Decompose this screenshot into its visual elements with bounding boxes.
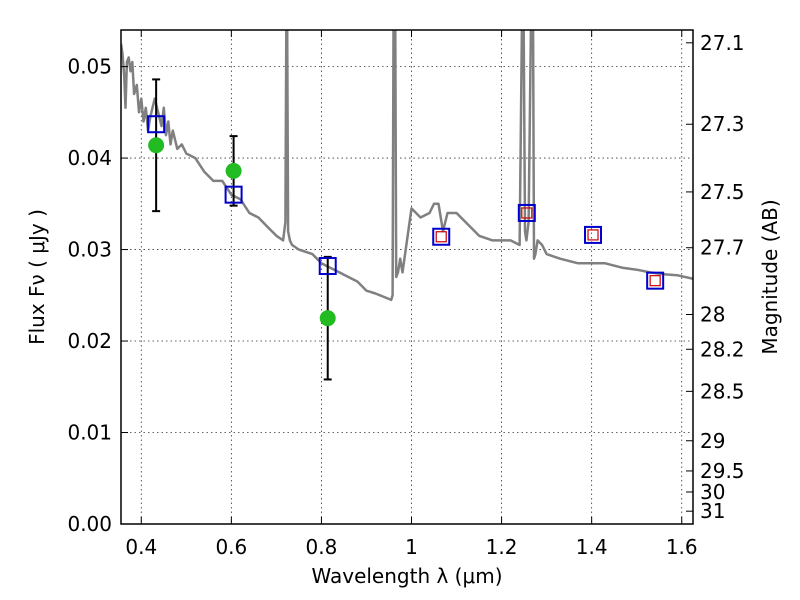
predicted-band-square [435, 231, 447, 243]
x-tick-label: 0.4 [125, 535, 157, 559]
plot-frame [120, 29, 694, 525]
predicted-band-square [649, 275, 661, 287]
y-axis-title: Flux Fν ( μJy ) [25, 209, 49, 345]
x-tick-label: 0.8 [306, 535, 338, 559]
right-tick-label: 28.5 [700, 379, 745, 403]
plot-area [121, 30, 693, 381]
model-photometry-square [584, 225, 603, 244]
model-photometry-square [147, 115, 166, 134]
observed-point [319, 310, 336, 327]
model-photometry-square [318, 257, 337, 276]
x-axis-title: Wavelength λ (μm) [311, 564, 502, 588]
x-tick-label: 1.2 [486, 535, 518, 559]
model-photometry-square [224, 185, 243, 204]
x-tick-label: 1.4 [576, 535, 608, 559]
right-tick-label: 30 [700, 480, 725, 504]
y-tick-label: 0.01 [67, 421, 112, 445]
y-tick-label: 0.05 [67, 55, 112, 79]
observed-point [225, 162, 242, 179]
right-tick-label: 27.1 [700, 31, 745, 55]
predicted-band-square [587, 229, 599, 241]
predicted-band-square [521, 207, 533, 219]
spectrum-line [121, 30, 693, 302]
x-tick-label: 1.6 [666, 535, 698, 559]
y-tick-label: 0.04 [67, 146, 112, 170]
x-tick-label: 1 [405, 535, 418, 559]
y-tick-label: 0.02 [67, 329, 112, 353]
model-photometry-square [432, 227, 451, 246]
right-tick-label: 28.2 [700, 337, 745, 361]
x-tick-label: 0.6 [215, 535, 247, 559]
y-right-axis-title: Magnitude (AB) [758, 199, 782, 354]
right-tick-label: 27.3 [700, 112, 745, 136]
right-tick-label: 31 [700, 499, 725, 523]
right-tick-label: 29.5 [700, 459, 745, 483]
right-tick-label: 28 [700, 303, 725, 327]
observed-point [148, 137, 165, 154]
right-tick-label: 29 [700, 429, 725, 453]
right-tick-label: 27.7 [700, 236, 745, 260]
model-photometry-square [646, 271, 665, 290]
y-tick-label: 0.00 [67, 512, 112, 536]
right-tick-label: 27.5 [700, 180, 745, 204]
axis-ticks: 0.4 0.6 0.8 1 1.2 1.4 1.6 0.00 0.01 0.02 0.03 0.04 0… [67, 30, 745, 559]
model-photometry-square [517, 203, 536, 222]
y-tick-label: 0.03 [67, 238, 112, 262]
